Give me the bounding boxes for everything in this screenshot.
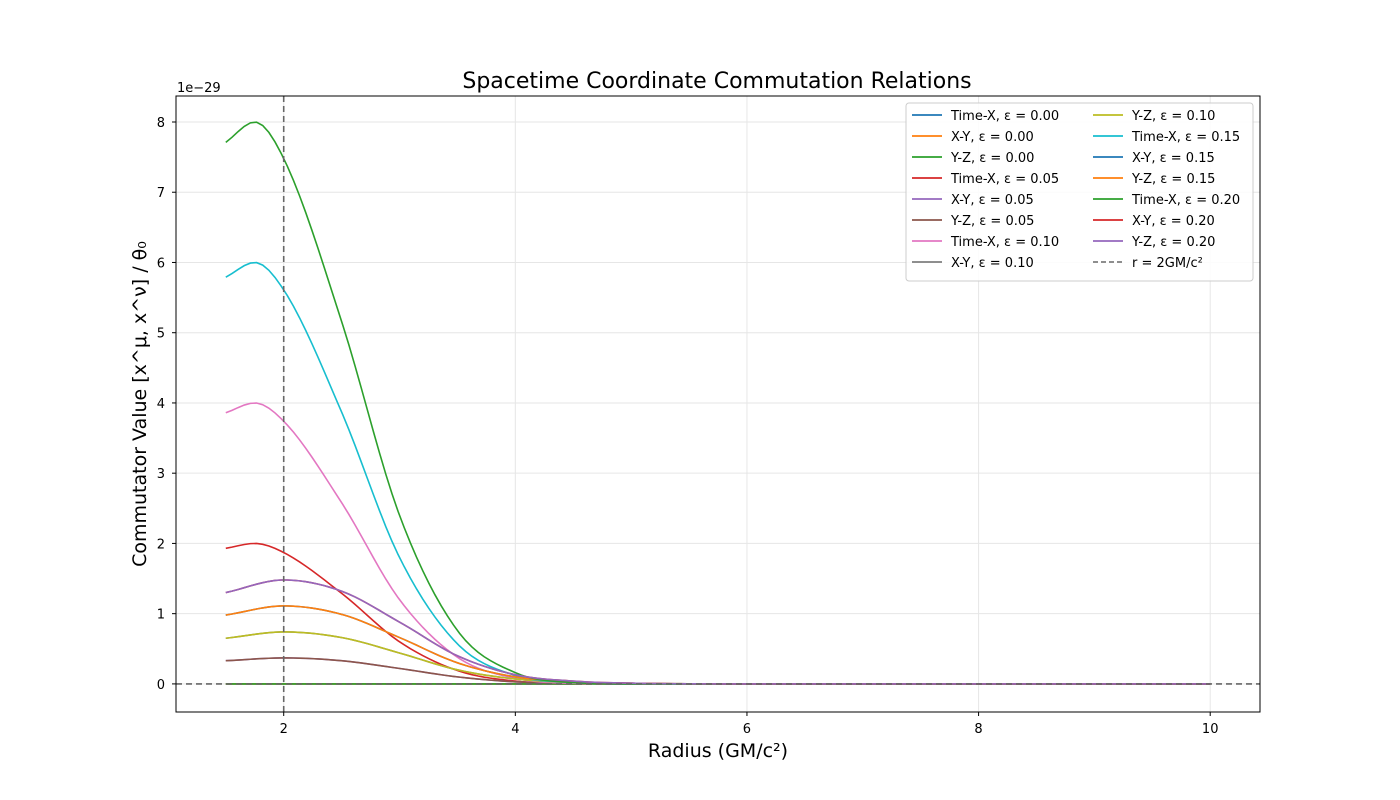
y-tick-label: 1 bbox=[157, 608, 165, 623]
y-axis-label: Commutator Value [x^μ, x^ν] / θ₀ bbox=[129, 241, 151, 567]
y-tick-label: 5 bbox=[157, 327, 165, 342]
legend-label: Y-Z, ε = 0.10 bbox=[1131, 109, 1215, 124]
legend-label: X-Y, ε = 0.20 bbox=[1132, 214, 1215, 229]
legend-label: Y-Z, ε = 0.00 bbox=[950, 151, 1034, 166]
x-tick-label: 2 bbox=[280, 722, 288, 737]
x-tick-label: 4 bbox=[511, 722, 519, 737]
grid bbox=[176, 96, 1260, 712]
y-tick-label: 0 bbox=[157, 678, 165, 693]
y-tick-label: 6 bbox=[157, 256, 165, 271]
legend-label: Time-X, ε = 0.20 bbox=[1131, 193, 1240, 208]
legend-label: X-Y, ε = 0.10 bbox=[951, 256, 1034, 271]
legend-label: X-Y, ε = 0.15 bbox=[1132, 151, 1215, 166]
y-tick-label: 4 bbox=[157, 397, 165, 412]
legend-label: Time-X, ε = 0.15 bbox=[1131, 130, 1240, 145]
legend-label: Time-X, ε = 0.00 bbox=[950, 109, 1059, 124]
legend-label: Y-Z, ε = 0.05 bbox=[950, 214, 1034, 229]
series-lines bbox=[176, 96, 1260, 712]
x-axis-label: Radius (GM/c²) bbox=[648, 740, 788, 762]
legend-label: Y-Z, ε = 0.20 bbox=[1131, 235, 1215, 250]
y-tick-label: 8 bbox=[157, 116, 165, 131]
legend-label: Time-X, ε = 0.10 bbox=[950, 235, 1059, 250]
x-tick-label: 10 bbox=[1202, 722, 1219, 737]
x-tick-label: 6 bbox=[743, 722, 751, 737]
chart-title: Spacetime Coordinate Commutation Relatio… bbox=[462, 69, 971, 94]
y-tick-label: 7 bbox=[157, 186, 165, 201]
x-axis-ticks: 2 4 6 8 10 bbox=[280, 712, 1219, 737]
legend: Time-X, ε = 0.00 X-Y, ε = 0.00 Y-Z, ε = 0.… bbox=[905, 102, 1254, 282]
plot-frame bbox=[175, 95, 1261, 713]
y-tick-label: 2 bbox=[157, 537, 165, 552]
legend-box bbox=[905, 102, 1254, 282]
y-axis-ticks: 0 1 2 3 4 5 6 7 8 bbox=[157, 116, 176, 693]
legend-label: X-Y, ε = 0.00 bbox=[951, 130, 1034, 145]
legend-label: Time-X, ε = 0.05 bbox=[950, 172, 1059, 187]
y-tick-label: 3 bbox=[157, 467, 165, 482]
y-offset-label: 1e−29 bbox=[177, 81, 221, 96]
legend-label: X-Y, ε = 0.05 bbox=[951, 193, 1034, 208]
legend-label: Y-Z, ε = 0.15 bbox=[1131, 172, 1215, 187]
x-tick-label: 8 bbox=[974, 722, 982, 737]
legend-label: r = 2GM/c² bbox=[1132, 256, 1203, 271]
